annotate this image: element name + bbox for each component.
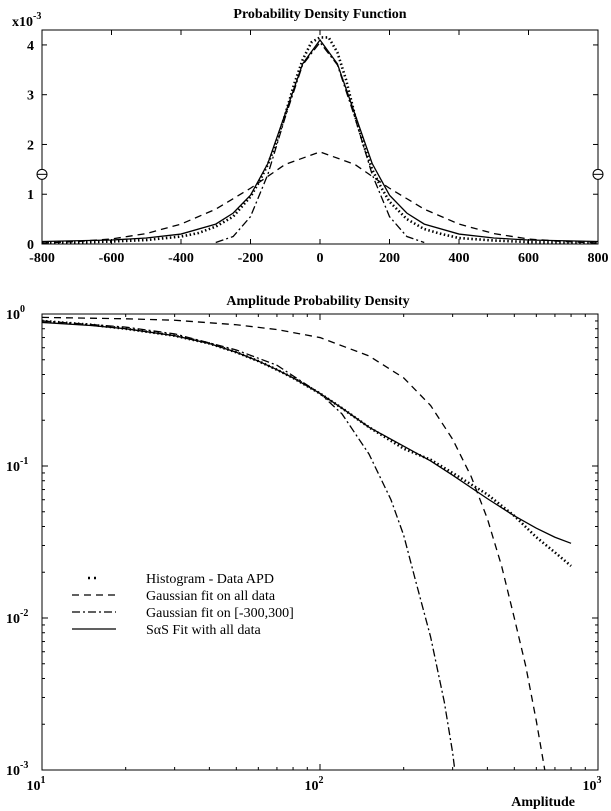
pdf-x-tick-label: -400 [168, 251, 194, 266]
pdf-x-tick-label: -600 [99, 251, 125, 266]
pdf-series [41, 36, 599, 245]
pdf-x-tick-label: -800 [29, 251, 55, 266]
legend-label: SαS Fit with all data [146, 623, 261, 638]
pdf-chart-title: Probability Density Function [233, 7, 406, 22]
pdf-edge-markers [36, 168, 604, 180]
pdf-x-tick-label: 400 [449, 251, 470, 266]
pdf-y-ticks: 0 1 2 3 4 [27, 39, 598, 253]
pdf-series-solid-line [41, 38, 599, 243]
pdf-y-tick-label: 1 [27, 188, 34, 203]
pdf-x-tick-label: 800 [588, 251, 609, 266]
pdf-chart: Probability Density Function x10-3 -800-… [12, 7, 609, 266]
pdf-multiplier-label: x10-3 [12, 11, 41, 30]
apd-chart-title: Amplitude Probability Density [226, 294, 409, 309]
legend-label: Gaussian fit on [-300,300] [146, 606, 294, 621]
pdf-y-tick-label: 0 [27, 238, 34, 253]
apd-series-dashed-line [42, 316, 546, 770]
pdf-y-tick-label: 2 [27, 138, 34, 153]
pdf-x-tick-label: -200 [238, 251, 264, 266]
pdf-series-dashdot-line [215, 41, 425, 244]
apd-series [42, 316, 572, 770]
apd-x-axis-label: Amplitude [511, 795, 575, 810]
pdf-x-tick-label: 0 [317, 251, 324, 266]
apd-series-solid-line [42, 321, 572, 544]
pdf-x-tick-label: 600 [518, 251, 539, 266]
apd-legend: Histogram - Data APD Gaussian fit on all … [72, 572, 294, 638]
pdf-x-ticks: -800 -600 -400 -200 0 200 400 600 800 [29, 30, 609, 266]
apd-chart: Amplitude Probability Density 101 102 103 … [6, 294, 602, 810]
pdf-y-tick-label: 4 [27, 39, 34, 54]
apd-series-dashdot-line [42, 320, 456, 770]
pdf-y-tick-label: 3 [27, 89, 34, 104]
pdf-x-tick-label: 200 [379, 251, 400, 266]
legend-label: Gaussian fit on all data [146, 589, 276, 604]
legend-label: Histogram - Data APD [146, 572, 274, 587]
